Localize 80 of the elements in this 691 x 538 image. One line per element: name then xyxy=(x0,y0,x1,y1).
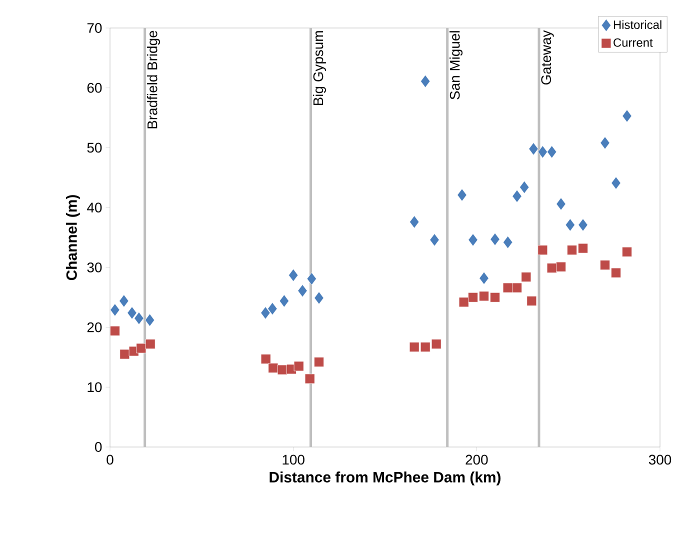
x-tick-label: 200 xyxy=(466,454,488,465)
point xyxy=(538,245,548,256)
point xyxy=(431,339,442,350)
point xyxy=(468,234,478,246)
point xyxy=(260,306,270,320)
y-tick-label: 30 xyxy=(87,262,102,272)
x-tick-label: 100 xyxy=(282,454,304,465)
y-tick-label: 10 xyxy=(88,382,102,392)
point xyxy=(490,232,500,246)
point xyxy=(578,243,588,254)
point xyxy=(110,304,120,316)
point xyxy=(479,272,489,285)
point xyxy=(528,142,538,156)
point xyxy=(458,297,469,308)
point xyxy=(145,339,156,350)
point xyxy=(502,282,513,293)
point xyxy=(409,342,420,352)
point xyxy=(622,110,632,122)
point xyxy=(479,291,489,302)
point xyxy=(304,374,315,384)
point xyxy=(546,263,557,274)
y-tick-label: 70 xyxy=(87,23,102,33)
point xyxy=(430,234,440,246)
point xyxy=(420,74,430,88)
point xyxy=(119,294,129,308)
point xyxy=(520,180,530,194)
point xyxy=(268,363,278,373)
point xyxy=(512,282,522,293)
y-axis-title: Channel (m) xyxy=(66,195,80,280)
point xyxy=(298,284,308,298)
point xyxy=(260,354,271,364)
y-tick-label: 60 xyxy=(87,82,102,93)
ref-line-label: San Miguel xyxy=(450,31,463,100)
point xyxy=(567,245,577,256)
point xyxy=(120,349,130,360)
point xyxy=(288,268,298,282)
point xyxy=(314,357,324,367)
point xyxy=(556,262,566,272)
point xyxy=(420,342,430,352)
point xyxy=(306,272,316,286)
x-tick-label: 0 xyxy=(106,454,114,465)
ref-line-label: Bradfield Bridge xyxy=(147,30,160,128)
point xyxy=(136,343,146,354)
point xyxy=(578,218,588,232)
point xyxy=(410,216,420,228)
point xyxy=(144,314,155,326)
x-axis-title: Distance from McPhee Dam (km) xyxy=(270,471,500,486)
point xyxy=(600,136,610,150)
legend-label: Current xyxy=(614,38,653,47)
point xyxy=(268,302,278,316)
y-tick-label: 50 xyxy=(87,142,102,153)
point xyxy=(134,312,144,325)
point xyxy=(538,146,548,158)
point xyxy=(611,176,621,190)
point xyxy=(503,236,513,249)
point xyxy=(279,294,289,308)
point xyxy=(622,246,632,257)
y-tick-label: 40 xyxy=(87,202,102,213)
point xyxy=(127,306,137,320)
ref-line-label: Gateway xyxy=(541,30,554,85)
point xyxy=(457,188,467,202)
point xyxy=(294,361,304,372)
point xyxy=(526,296,537,306)
legend-label: Historical xyxy=(614,20,662,29)
y-tick-label: 0 xyxy=(95,442,102,452)
ref-line-label: Big Gypsum xyxy=(312,31,326,106)
point xyxy=(490,292,500,302)
point xyxy=(565,218,575,232)
point xyxy=(611,268,621,278)
point xyxy=(314,292,324,304)
y-tick-label: 20 xyxy=(87,322,102,332)
point xyxy=(468,292,478,302)
point xyxy=(556,198,566,210)
point xyxy=(521,272,532,282)
point xyxy=(277,364,288,375)
point xyxy=(600,260,610,270)
point xyxy=(547,146,557,158)
point xyxy=(512,190,522,203)
point xyxy=(110,326,120,336)
x-tick-label: 300 xyxy=(648,454,672,465)
